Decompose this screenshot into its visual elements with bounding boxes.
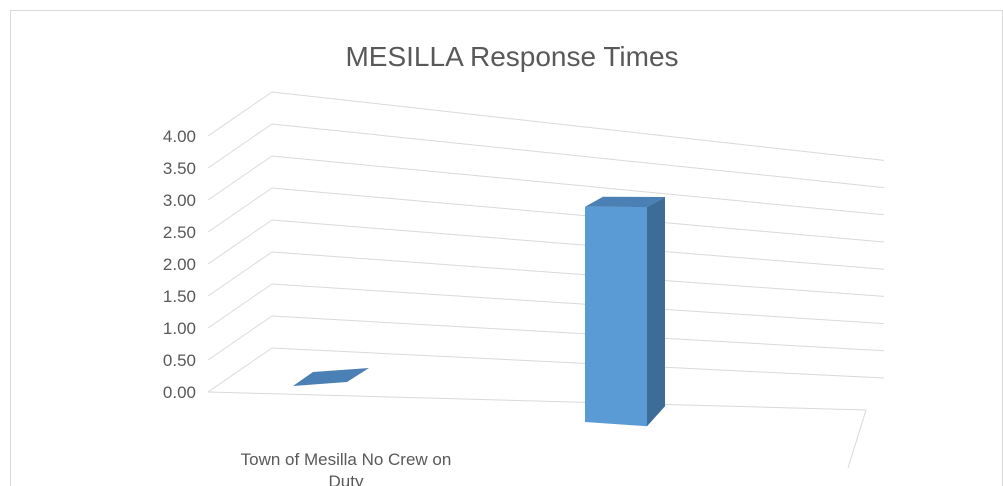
y-axis-ticks: 0.00 0.50 1.00 1.50 2.00 2.50 3.00 3.50 4.00 bbox=[163, 127, 196, 402]
y-tick-label: 3.50 bbox=[163, 159, 196, 178]
y-tick-label: 1.00 bbox=[163, 319, 196, 338]
x-category-label: Town of Mesilla No Crew on Duty bbox=[241, 450, 452, 486]
gridline-side bbox=[207, 251, 273, 297]
gridline-back bbox=[271, 347, 885, 379]
gridline-side bbox=[207, 91, 273, 137]
bar bbox=[585, 196, 665, 427]
y-tick-label: 0.00 bbox=[163, 383, 196, 402]
gridline-back bbox=[271, 251, 885, 297]
gridline-back bbox=[271, 315, 885, 352]
gridline-side bbox=[207, 123, 273, 169]
gridline-side bbox=[207, 155, 273, 201]
y-tick-label: 1.50 bbox=[163, 287, 196, 306]
y-tick-label: 4.00 bbox=[163, 127, 196, 146]
bars bbox=[293, 196, 665, 427]
floor-edge bbox=[207, 391, 867, 469]
gridline-side bbox=[207, 347, 273, 393]
chart-title: MESILLA Response Times bbox=[345, 41, 678, 72]
gridline-back bbox=[271, 123, 885, 189]
bar-slab bbox=[293, 368, 369, 386]
x-axis-categories: Town of Mesilla No Crew on Duty bbox=[241, 450, 452, 486]
bar-side bbox=[647, 197, 665, 427]
chart-border bbox=[10, 10, 1003, 486]
gridline-side bbox=[207, 187, 273, 233]
gridline-back bbox=[271, 155, 885, 216]
gridline-back bbox=[271, 219, 885, 270]
bar-front bbox=[585, 206, 647, 427]
y-tick-label: 2.00 bbox=[163, 255, 196, 274]
bar-top bbox=[585, 196, 665, 208]
y-tick-label: 2.50 bbox=[163, 223, 196, 242]
gridline-side bbox=[207, 283, 273, 329]
gridline-back bbox=[271, 283, 885, 325]
gridline-back bbox=[271, 187, 885, 243]
gridline-side bbox=[207, 315, 273, 361]
gridline-side bbox=[207, 219, 273, 265]
gridlines bbox=[207, 91, 885, 469]
y-tick-label: 0.50 bbox=[163, 351, 196, 370]
bar bbox=[293, 368, 369, 386]
y-tick-label: 3.00 bbox=[163, 191, 196, 210]
gridline-back bbox=[271, 91, 885, 161]
